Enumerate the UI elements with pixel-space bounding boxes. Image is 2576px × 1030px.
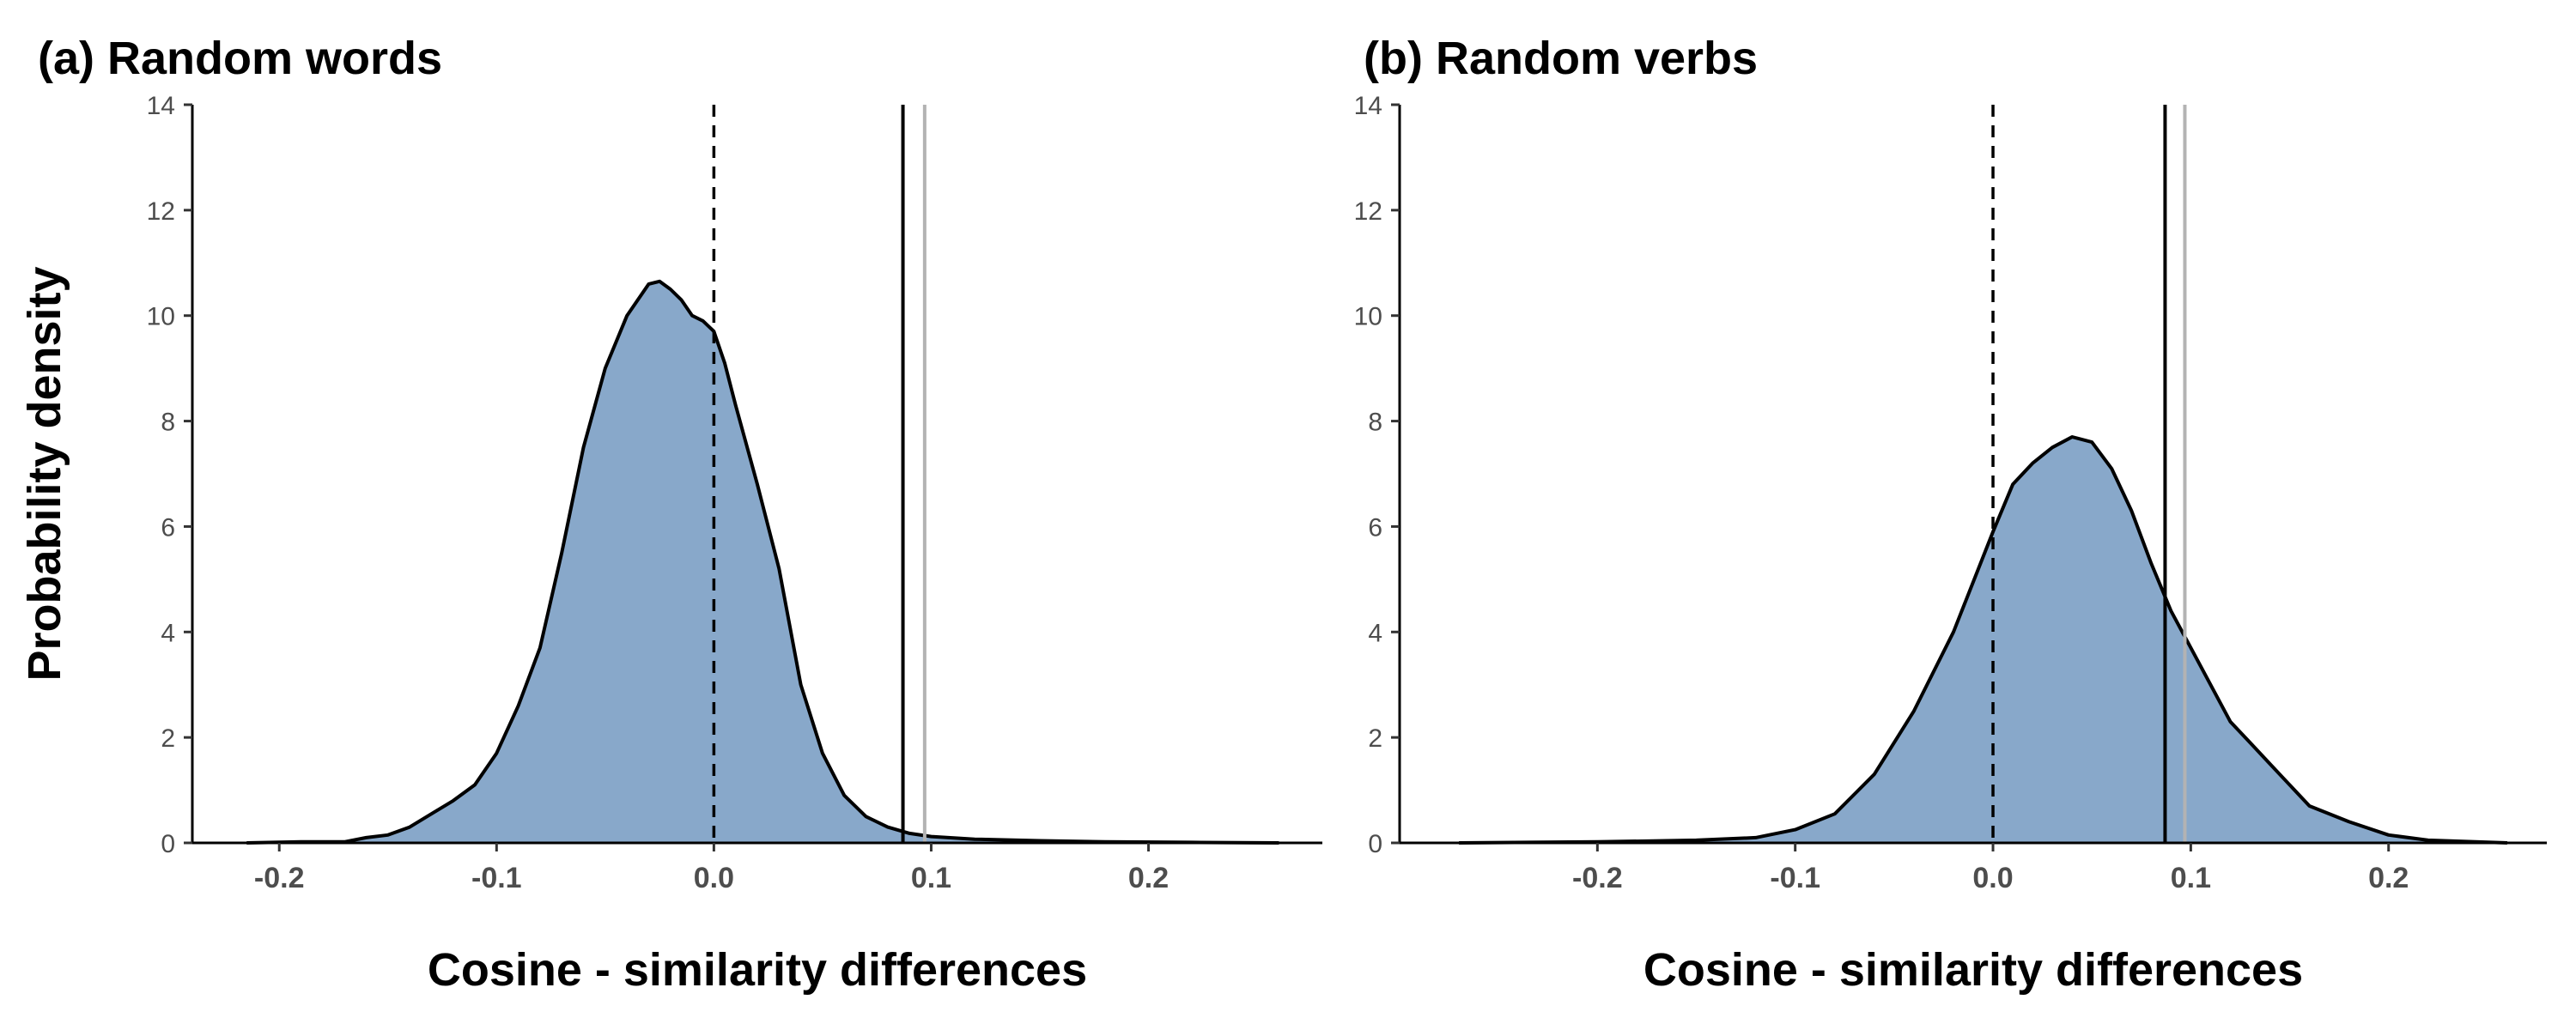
panel-b-y-tick-label: 8 <box>1368 409 1382 437</box>
panel-b-x-tick-label: -0.2 <box>1572 862 1623 894</box>
panel-b-y-tick-label: 14 <box>1354 92 1382 120</box>
panel-a-density-area <box>246 281 1279 843</box>
panel-a-plot: 0 2 4 6 8 10 12 14 -0.2 -0.1 0.0 0.1 0.2 <box>147 92 1322 894</box>
panel-a-y-tick-label: 4 <box>161 619 175 647</box>
panel-b-y-tick-label: 4 <box>1368 619 1382 647</box>
panel-b-density-curve <box>1459 435 2507 845</box>
panel-b-x-tick-label: 0.1 <box>2171 862 2211 894</box>
panel-b-x-tick-label: 0.2 <box>2368 862 2409 894</box>
panel-a-y-tick-label: 8 <box>161 409 175 437</box>
panel-b-y-tick-label: 12 <box>1354 197 1382 226</box>
panel-a-x-tick-label: -0.2 <box>254 862 305 894</box>
panel-a-x-tick-label: 0.1 <box>911 862 951 894</box>
panel-a-y-tick-label: 14 <box>147 92 175 120</box>
panel-b-x-axis-title: Cosine - similarity differences <box>1643 944 2303 996</box>
panel-b-y-tick-label: 2 <box>1368 724 1382 753</box>
panel-a-title: (a) Random words <box>38 33 442 84</box>
panel-b-y-tick-label: 0 <box>1368 830 1382 858</box>
panel-b-plot: 0 2 4 6 8 10 12 14 -0.2 -0.1 0.0 0.1 0.2 <box>1354 92 2547 894</box>
panel-b-density-area <box>1459 437 2507 843</box>
panel-b-y-tick-label: 6 <box>1368 513 1382 542</box>
panel-a-x-tick-label: 0.0 <box>694 862 734 894</box>
panel-a-y-tick-label: 10 <box>147 303 175 331</box>
panel-a-y-tick-label: 0 <box>161 830 175 858</box>
panel-b-title: (b) Random verbs <box>1364 33 1758 84</box>
panel-a-x-tick-label: -0.1 <box>471 862 522 894</box>
panel-a-x-axis-title: Cosine - similarity differences <box>428 944 1087 996</box>
panel-a-x-tick-label: 0.2 <box>1128 862 1169 894</box>
panel-b-x-tick-label: 0.0 <box>1972 862 2013 894</box>
panel-b-x-tick-label: -0.1 <box>1770 862 1820 894</box>
y-axis-title: Probability density <box>19 266 70 681</box>
panel-b-y-tick-label: 10 <box>1354 303 1382 331</box>
panel-a-y-tick-label: 2 <box>161 724 175 753</box>
panel-a-y-tick-label: 6 <box>161 513 175 542</box>
panel-a-y-tick-label: 12 <box>147 197 175 226</box>
